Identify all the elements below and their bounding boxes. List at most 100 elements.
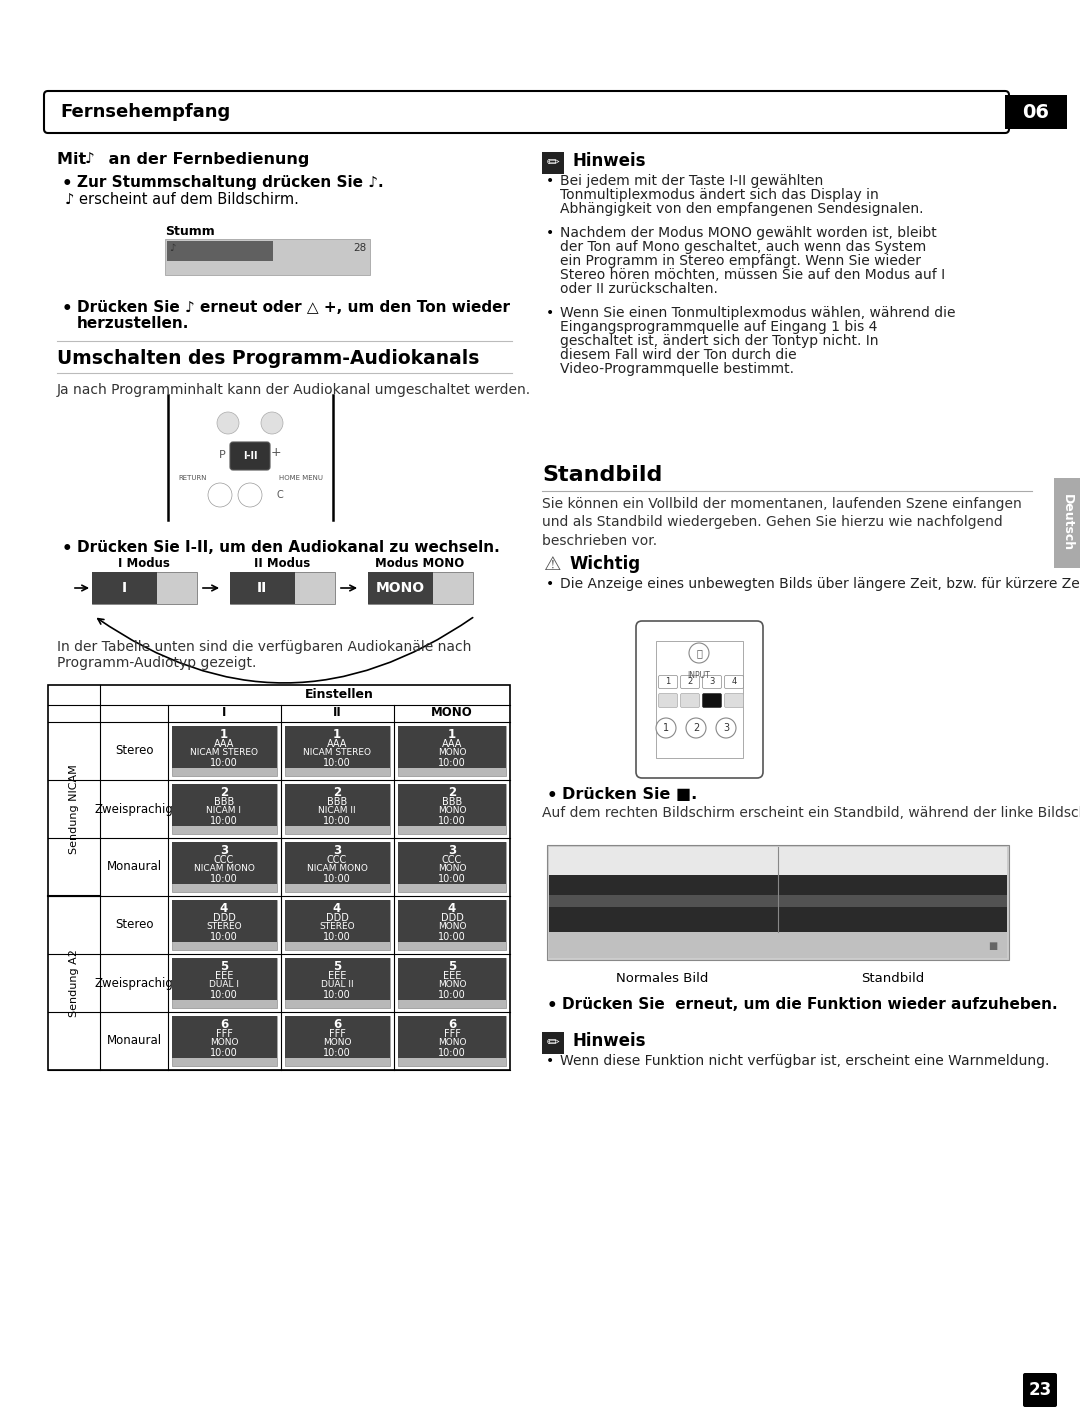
Text: MONO: MONO — [437, 1038, 467, 1047]
Text: 4: 4 — [731, 678, 737, 687]
Text: 4: 4 — [220, 902, 228, 915]
Bar — [549, 931, 1007, 958]
Bar — [546, 846, 1009, 960]
Bar — [172, 726, 276, 768]
Text: EEE: EEE — [443, 971, 461, 981]
Bar — [285, 900, 390, 950]
Bar — [1054, 478, 1080, 568]
Text: 1: 1 — [220, 727, 228, 741]
Text: 3: 3 — [220, 844, 228, 857]
Text: 2: 2 — [333, 787, 341, 799]
Bar — [92, 573, 197, 604]
Text: 10:00: 10:00 — [323, 874, 351, 884]
Text: AAA: AAA — [214, 739, 234, 749]
Text: Einstellen: Einstellen — [305, 688, 374, 702]
Text: •: • — [546, 998, 557, 1014]
Text: ♪ erscheint auf dem Bildschirm.: ♪ erscheint auf dem Bildschirm. — [65, 191, 299, 207]
Text: I: I — [121, 581, 126, 595]
Text: Normales Bild: Normales Bild — [616, 972, 708, 985]
Text: Sie können ein Vollbild der momentanen, laufenden Szene einfangen
und als Standb: Sie können ein Vollbild der momentanen, … — [542, 497, 1022, 547]
FancyBboxPatch shape — [659, 675, 677, 688]
Text: •: • — [546, 174, 554, 189]
Text: 3: 3 — [448, 844, 456, 857]
Text: 10:00: 10:00 — [438, 816, 465, 826]
Text: Drücken Sie ■.: Drücken Sie ■. — [562, 787, 698, 802]
Circle shape — [656, 718, 676, 739]
Text: 23: 23 — [1028, 1382, 1052, 1399]
Text: 5: 5 — [333, 960, 341, 974]
Text: •: • — [546, 787, 557, 805]
Bar — [172, 958, 276, 1000]
Bar — [285, 958, 390, 1007]
Text: 10:00: 10:00 — [438, 874, 465, 884]
Text: Drücken Sie  erneut, um die Funktion wieder aufzuheben.: Drücken Sie erneut, um die Funktion wied… — [562, 998, 1057, 1012]
Text: •: • — [546, 1054, 554, 1068]
Text: 2: 2 — [448, 787, 456, 799]
Text: 2: 2 — [220, 787, 228, 799]
Circle shape — [261, 412, 283, 433]
Text: Fernsehempfang: Fernsehempfang — [60, 103, 230, 121]
Text: Stereo hören möchten, müssen Sie auf den Modus auf I: Stereo hören möchten, müssen Sie auf den… — [561, 267, 945, 281]
FancyBboxPatch shape — [725, 675, 743, 688]
Bar — [172, 900, 276, 943]
Bar — [172, 784, 276, 826]
Text: AAA: AAA — [327, 739, 347, 749]
Text: 3: 3 — [710, 678, 715, 687]
Text: 06: 06 — [1023, 103, 1050, 121]
Text: II: II — [333, 706, 341, 719]
Text: II: II — [257, 581, 267, 595]
Text: ■: ■ — [988, 941, 997, 951]
Text: 4: 4 — [448, 902, 456, 915]
Text: Nachdem der Modus MONO gewählt worden ist, bleibt: Nachdem der Modus MONO gewählt worden is… — [561, 227, 936, 241]
Text: 6: 6 — [333, 1019, 341, 1031]
Text: 1: 1 — [333, 727, 341, 741]
Text: Mit: Mit — [57, 152, 92, 167]
FancyBboxPatch shape — [1023, 1373, 1057, 1407]
FancyBboxPatch shape — [44, 91, 1009, 134]
Bar — [368, 573, 433, 604]
Text: DDD: DDD — [441, 913, 463, 923]
Text: Abhängigkeit von den empfangenen Sendesignalen.: Abhängigkeit von den empfangenen Sendesi… — [561, 203, 923, 217]
Text: Standbild: Standbild — [862, 972, 924, 985]
Text: ♪: ♪ — [168, 243, 175, 253]
Text: 2: 2 — [687, 678, 692, 687]
Text: CCC: CCC — [214, 855, 234, 865]
Text: NICAM STEREO: NICAM STEREO — [303, 749, 372, 757]
Text: 10:00: 10:00 — [323, 758, 351, 768]
Bar — [399, 726, 507, 768]
Bar — [172, 958, 276, 1007]
Text: 1: 1 — [665, 678, 671, 687]
Text: NICAM MONO: NICAM MONO — [193, 864, 255, 872]
Text: AAA: AAA — [442, 739, 462, 749]
Text: 10:00: 10:00 — [211, 758, 238, 768]
Text: ✏: ✏ — [546, 156, 559, 170]
Text: Stereo: Stereo — [114, 744, 153, 757]
Bar — [172, 784, 276, 834]
Bar — [399, 900, 507, 950]
Text: BBB: BBB — [327, 796, 347, 808]
Text: FFF: FFF — [444, 1029, 460, 1038]
Bar — [230, 573, 335, 604]
Text: •: • — [62, 300, 72, 318]
Bar — [399, 900, 507, 943]
Text: STEREO: STEREO — [320, 922, 355, 931]
Text: 6: 6 — [220, 1019, 228, 1031]
Text: •: • — [62, 540, 72, 559]
Text: II Modus: II Modus — [254, 557, 310, 570]
Text: Drücken Sie I-II, um den Audiokanal zu wechseln.: Drücken Sie I-II, um den Audiokanal zu w… — [77, 540, 500, 554]
Text: ein Programm in Stereo empfängt. Wenn Sie wieder: ein Programm in Stereo empfängt. Wenn Si… — [561, 255, 921, 267]
Text: Wenn diese Funktion nicht verfügbar ist, erscheint eine Warnmeldung.: Wenn diese Funktion nicht verfügbar ist,… — [561, 1054, 1050, 1068]
Bar — [399, 841, 507, 892]
Text: Sendung A2: Sendung A2 — [69, 950, 79, 1017]
Text: 6: 6 — [448, 1019, 456, 1031]
Text: C: C — [276, 490, 283, 499]
Text: 10:00: 10:00 — [323, 816, 351, 826]
Bar — [1025, 1375, 1055, 1406]
Bar — [285, 958, 390, 1000]
Circle shape — [686, 718, 706, 739]
Text: 10:00: 10:00 — [323, 1048, 351, 1058]
Text: Zweisprachig: Zweisprachig — [95, 976, 174, 989]
Text: Deutsch: Deutsch — [1061, 494, 1074, 552]
FancyBboxPatch shape — [702, 675, 721, 688]
Text: Monaural: Monaural — [107, 1034, 162, 1047]
